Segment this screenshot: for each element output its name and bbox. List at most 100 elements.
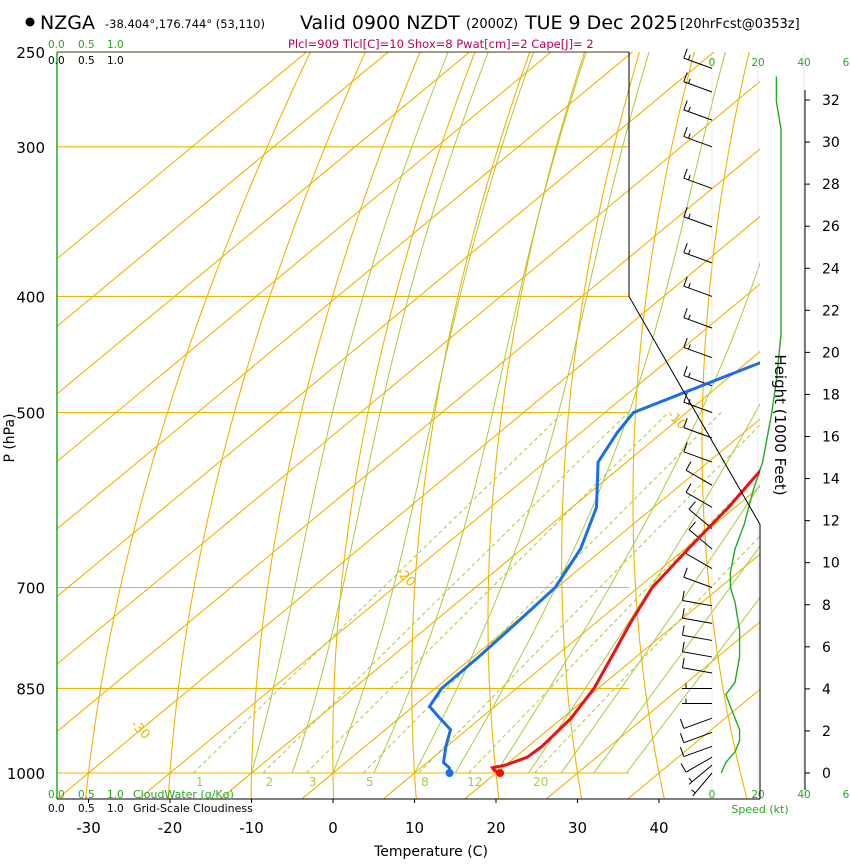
height-tick-label: 10 xyxy=(822,556,840,572)
temperature-tick-label: 0 xyxy=(328,819,338,837)
wind-barb-flag xyxy=(684,243,687,252)
isotherm-line xyxy=(0,31,658,799)
height-tick-label: 20 xyxy=(822,345,840,361)
wind-barb-staff xyxy=(684,452,712,462)
wind-barb-half xyxy=(689,778,692,782)
wind-barb-half xyxy=(689,175,691,180)
wind-barb-half xyxy=(689,107,691,112)
height-tick-label: 22 xyxy=(822,303,840,319)
wind-barb-half xyxy=(689,250,691,255)
mixing-ratio-line xyxy=(535,413,850,774)
cloud-water-label: CloudWater (g/Kg) xyxy=(133,788,234,801)
cloudiness-scale-0: 0.0 xyxy=(48,803,65,815)
temperature-tick-label: -30 xyxy=(76,819,101,837)
cloudiness-scale-05: 0.5 xyxy=(78,803,95,815)
dry-adiabat-line xyxy=(488,31,592,799)
dry-adiabat-line xyxy=(168,31,374,799)
pressure-tick-label: 1000 xyxy=(7,765,45,783)
surface-dewpoint-dot xyxy=(446,769,454,777)
wind-barb-staff xyxy=(682,668,712,673)
isotherm-line xyxy=(0,31,821,799)
wind-barb-staff xyxy=(684,110,712,120)
height-axis-title: Height (1000 Feet) xyxy=(771,354,789,495)
valid-time: Valid 0900 NZDT xyxy=(300,12,460,34)
wind-barb-half xyxy=(689,283,691,288)
mixing-ratio-label: 8 xyxy=(421,775,429,789)
isotherm-line xyxy=(0,31,332,799)
wind-barb-half xyxy=(689,373,691,378)
wind-barb-staff xyxy=(682,601,712,606)
mixing-ratio-line xyxy=(193,413,563,774)
mixing-ratio-label: 20 xyxy=(533,775,548,789)
y-axis-title: P (hPa) xyxy=(2,413,18,462)
wind-speed-tick-bottom: 6 xyxy=(843,789,850,801)
cloud-scale-bottom-1: 1.0 xyxy=(107,789,124,801)
cloud-scale-bottom-05: 0.5 xyxy=(78,789,95,801)
wind-barb-staff xyxy=(684,718,712,728)
height-tick-label: 8 xyxy=(822,598,831,614)
mixing-ratio-label: 2 xyxy=(266,775,274,789)
wind-barb-staff xyxy=(682,652,712,657)
isotherm-line xyxy=(139,31,850,799)
cloud-scale-top2-0: 0.0 xyxy=(48,55,65,67)
wind-barb-flag xyxy=(689,522,695,530)
wind-speed-tick-top: 6 xyxy=(843,57,850,69)
height-tick-label: 2 xyxy=(822,724,831,740)
height-tick-label: 14 xyxy=(822,472,840,488)
surface-temperature-dot xyxy=(496,769,504,777)
wind-barb-flag xyxy=(686,462,691,471)
pressure-tick-label: 850 xyxy=(16,680,45,698)
height-tick-label: 0 xyxy=(822,766,831,782)
temperature-tick-label: 40 xyxy=(649,819,668,837)
wind-barb-flag xyxy=(686,484,691,493)
wind-speed-tick-top: 20 xyxy=(751,57,764,69)
mixing-ratio-label: 12 xyxy=(467,775,482,789)
cloudiness-scale-1: 1.0 xyxy=(107,803,124,815)
wind-barb-flag xyxy=(680,719,683,728)
isotherm-line xyxy=(0,31,495,799)
wind-barb-flag xyxy=(689,502,695,510)
wind-speed-title: Speed (kt) xyxy=(731,803,788,816)
wind-barb-staff xyxy=(686,757,712,772)
wind-barb-half xyxy=(689,344,691,349)
isotherm-line xyxy=(221,31,850,799)
wind-barb-flag xyxy=(684,127,687,136)
isotherm-label: 30 xyxy=(844,531,850,553)
station-coords: -38.404°,176.744° (53,110) xyxy=(105,17,265,31)
wind-barb-flag xyxy=(680,733,683,742)
mixing-ratio-label: 1 xyxy=(196,775,204,789)
mixing-ratio-label: 3 xyxy=(309,775,317,789)
forecast-info: [20hrFcst@0353z] xyxy=(680,17,800,32)
mixing-ratio-line xyxy=(306,413,668,774)
temperature-tick-label: -10 xyxy=(239,819,264,837)
cloud-scale-top-05: 0.5 xyxy=(78,39,95,51)
mixing-ratio-label: 5 xyxy=(366,775,374,789)
wind-barb-flag xyxy=(684,568,687,577)
isotherm-label: -10 xyxy=(664,407,690,433)
cloud-scale-top-1: 1.0 xyxy=(107,39,124,51)
wind-barb-half xyxy=(689,134,691,139)
height-tick-label: 16 xyxy=(822,430,840,446)
cloudiness-label: Grid-Scale Cloudiness xyxy=(133,802,253,815)
height-tick-label: 26 xyxy=(822,219,840,235)
wind-barb-half xyxy=(689,315,691,320)
wind-barb-flag xyxy=(682,625,684,635)
cloud-scale-bottom-0: 0.0 xyxy=(48,789,65,801)
height-tick-label: 12 xyxy=(822,514,840,530)
params-line: Plcl=909 Tlcl[C]=10 Shox=8 Pwat[cm]=2 Ca… xyxy=(288,37,594,51)
temperature-tick-label: 10 xyxy=(405,819,424,837)
wind-barb-staff xyxy=(684,286,712,296)
height-tick-label: 18 xyxy=(822,387,840,403)
height-tick-label: 30 xyxy=(822,135,840,151)
x-axis-title: Temperature (C) xyxy=(373,844,488,860)
isotherm-line xyxy=(628,31,850,799)
wind-barb-flag xyxy=(684,169,687,178)
wind-barb-half xyxy=(689,79,691,84)
pressure-tick-label: 400 xyxy=(16,288,45,306)
wind-barb-flag xyxy=(684,49,687,58)
isotherm-label: -30 xyxy=(127,717,153,743)
wind-barb-staff xyxy=(684,82,712,92)
